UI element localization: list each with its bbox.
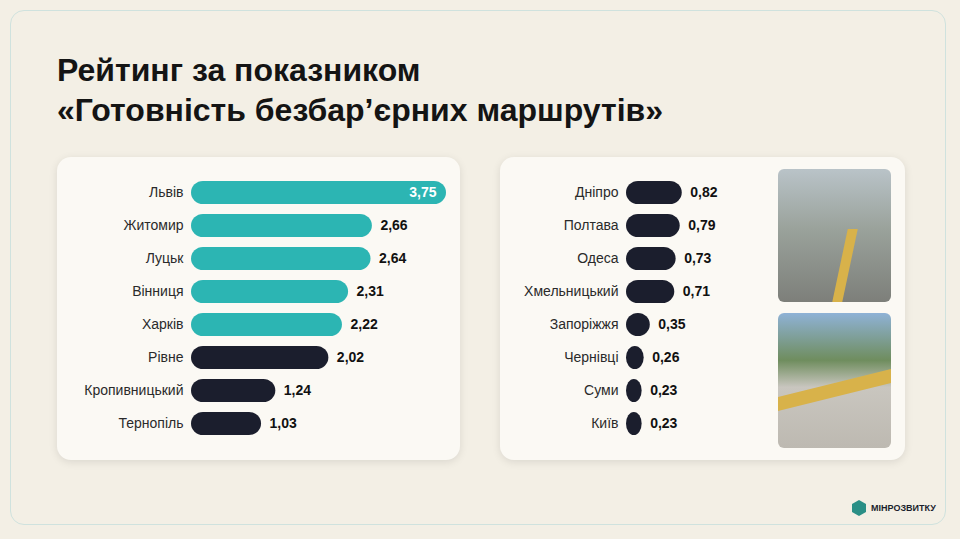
svg-text:Житомир: Житомир <box>123 217 183 233</box>
svg-text:0,23: 0,23 <box>650 415 677 431</box>
svg-text:0,23: 0,23 <box>650 382 677 398</box>
html-text:Рейтинг за показником: Рейтинг за показником <box>57 52 421 88</box>
svg-text:0,35: 0,35 <box>658 316 685 332</box>
svg-text:Кропивницький: Кропивницький <box>84 382 183 398</box>
svg-text:Запоріжжя: Запоріжжя <box>550 316 619 332</box>
svg-text:0,26: 0,26 <box>652 349 679 365</box>
svg-text:2,22: 2,22 <box>350 316 377 332</box>
svg-text:2,64: 2,64 <box>379 250 406 266</box>
svg-text:Харків: Харків <box>142 316 184 332</box>
svg-text:Дніпро: Дніпро <box>575 184 619 200</box>
svg-text:2,02: 2,02 <box>337 349 364 365</box>
svg-text:Хмельницький: Хмельницький <box>524 283 618 299</box>
svg-text:0,73: 0,73 <box>684 250 711 266</box>
svg-text:3,75: 3,75 <box>409 184 436 200</box>
html-text:«Готовність безбар’єрних маршр: «Готовність безбар’єрних маршрутів» <box>57 92 663 128</box>
svg-text:Одеса: Одеса <box>577 250 619 266</box>
svg-text:2,31: 2,31 <box>357 283 384 299</box>
svg-text:Тернопіль: Тернопіль <box>118 415 183 431</box>
svg-text:Київ: Київ <box>591 415 618 431</box>
svg-text:0,71: 0,71 <box>683 283 710 299</box>
svg-text:Чернівці: Чернівці <box>564 349 618 365</box>
svg-text:Луцьк: Луцьк <box>146 250 185 266</box>
svg-text:0,79: 0,79 <box>688 217 715 233</box>
svg-text:Суми: Суми <box>584 382 618 398</box>
svg-text:1,24: 1,24 <box>284 382 311 398</box>
svg-text:Полтава: Полтава <box>564 217 619 233</box>
svg-text:0,82: 0,82 <box>690 184 717 200</box>
html-text:МІНРОЗВИТКУ: МІНРОЗВИТКУ <box>871 503 936 513</box>
svg-text:Львів: Львів <box>149 184 183 200</box>
svg-text:Рівне: Рівне <box>148 349 184 365</box>
svg-text:2,66: 2,66 <box>380 217 407 233</box>
svg-text:1,03: 1,03 <box>270 415 297 431</box>
svg-text:Вінниця: Вінниця <box>132 283 183 299</box>
